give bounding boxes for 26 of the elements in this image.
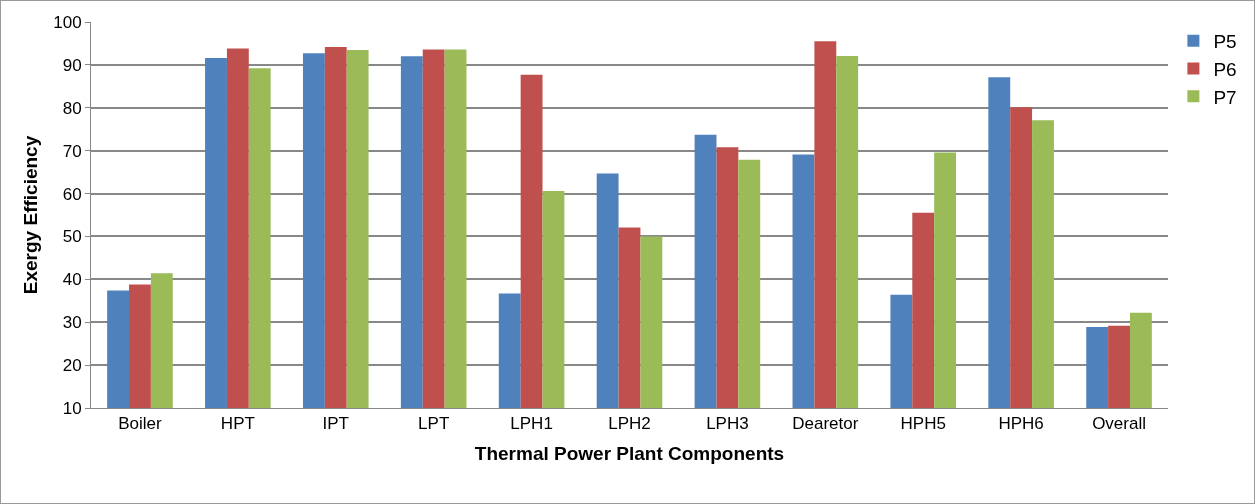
x-tick-label: Dearetor <box>792 414 859 434</box>
x-tick-label: Overall <box>1092 414 1146 434</box>
x-tick-label: Boiler <box>118 414 163 434</box>
y-tick-label: 90 <box>62 55 82 75</box>
x-tick-label: LPH1 <box>510 414 553 434</box>
y-tick-label: 50 <box>62 227 82 247</box>
y-tick-label: 10 <box>62 398 82 418</box>
x-tick-label: HPH6 <box>998 414 1044 434</box>
x-tick-label: HPT <box>220 414 255 434</box>
x-axis-title: Thermal Power Plant Components <box>474 443 785 465</box>
y-tick-label: 80 <box>62 98 82 118</box>
legend-label: P5 <box>1213 31 1237 53</box>
x-tick-label: HPH5 <box>900 414 946 434</box>
legend-label: P6 <box>1213 58 1237 80</box>
y-tick-label: 70 <box>62 141 82 161</box>
legend-label: P7 <box>1213 86 1237 108</box>
x-tick-label: IPT <box>322 414 349 434</box>
y-tick-label: 20 <box>62 356 82 376</box>
x-tick-label: LPH2 <box>608 414 651 434</box>
x-tick-label: LPT <box>418 414 450 434</box>
x-tick-label: LPH3 <box>706 414 749 434</box>
y-tick-label: 30 <box>62 313 82 333</box>
y-tick-label: 60 <box>62 184 82 204</box>
y-tick-label: 40 <box>62 270 82 290</box>
y-tick-label: 100 <box>53 12 82 32</box>
y-axis-title: Exergy Efficiency <box>20 135 42 295</box>
